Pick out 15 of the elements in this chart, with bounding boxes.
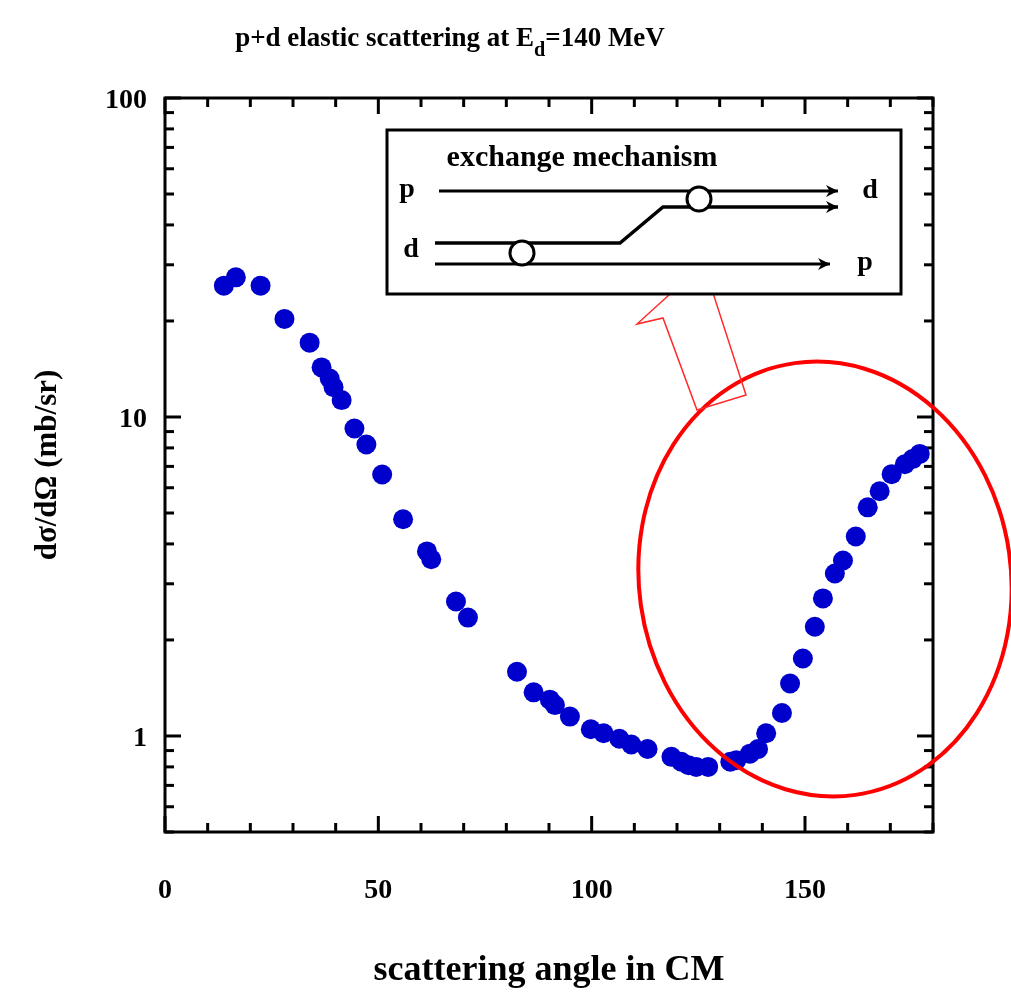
annotation: d xyxy=(862,173,879,204)
annotation: p xyxy=(399,172,415,203)
x-tick-label: 150 xyxy=(784,873,826,904)
x-tick-label: 50 xyxy=(364,873,393,904)
y-tick-label: 100 xyxy=(105,83,147,114)
x-tick-label: 0 xyxy=(158,873,172,904)
chart-title: p+d elastic scattering at E$_{d}$=140 MeV xyxy=(235,22,666,61)
y-tick-label: 10 xyxy=(119,401,147,433)
y-tick-label: 1 xyxy=(133,720,147,752)
annotation: p xyxy=(857,245,873,276)
x-tick-label: 100 xyxy=(570,873,613,904)
y-axis-title: dσ/dΩ (mb/sr) xyxy=(28,369,63,561)
annotation: d xyxy=(403,232,420,263)
annotation: exchange mechanism xyxy=(446,139,718,172)
x-axis-title: scattering angle in CM xyxy=(373,948,725,988)
